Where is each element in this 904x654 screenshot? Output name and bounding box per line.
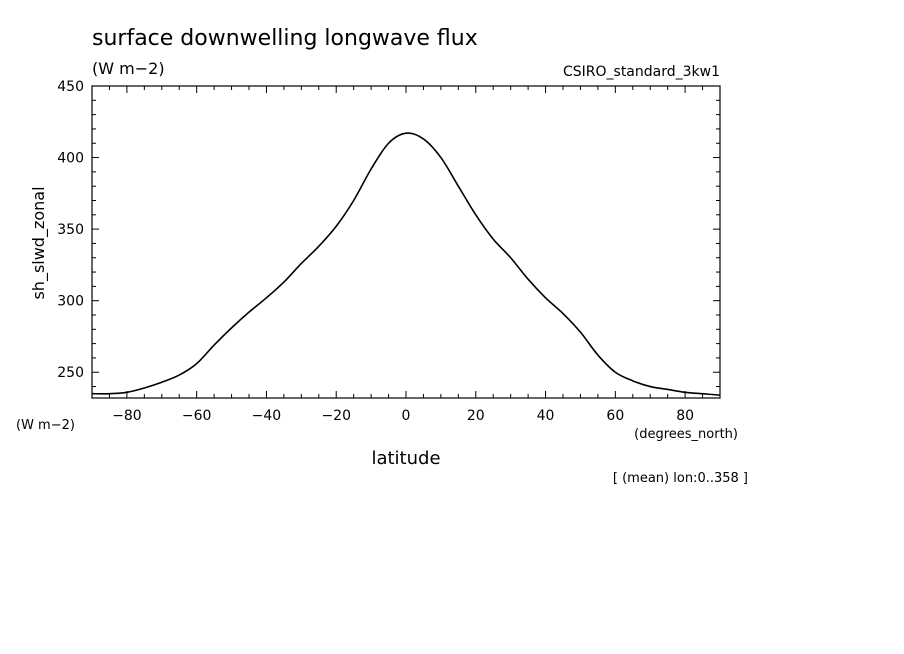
x-tick-label: −60	[182, 408, 212, 424]
plot-area	[91, 85, 721, 399]
y-axis-label: sh_slwd_zonal	[29, 186, 49, 299]
x-tick-label: −40	[252, 408, 282, 424]
dataset-label: CSIRO_standard_3kw1	[563, 64, 720, 80]
y-axis-units: (W m−2)	[16, 418, 75, 433]
y-tick-label: 350	[57, 222, 84, 238]
chart-title: surface downwelling longwave flux	[92, 26, 478, 51]
x-tick-label: 0	[402, 408, 411, 424]
x-tick-label: −20	[321, 408, 351, 424]
x-axis-label: latitude	[371, 448, 440, 469]
y-tick-label: 400	[57, 151, 84, 167]
x-tick-label: 20	[467, 408, 485, 424]
x-tick-label: 60	[606, 408, 624, 424]
y-tick-label: 300	[57, 294, 84, 310]
y-tick-label: 250	[57, 365, 84, 381]
x-tick-label: −80	[112, 408, 142, 424]
x-tick-label: 80	[676, 408, 694, 424]
y-tick-label: 450	[57, 79, 84, 95]
x-axis-units: (degrees_north)	[634, 427, 738, 442]
series-line	[91, 132, 721, 396]
x-tick-label: 40	[537, 408, 555, 424]
footnote: [ (mean) lon:0..358 ]	[613, 471, 748, 486]
chart-units-label: (W m−2)	[92, 59, 165, 78]
y-axis: 250 300 350 400 450	[57, 79, 720, 388]
x-axis: −80 −60 −40 −20 0 20 40 60 80	[91, 86, 721, 424]
